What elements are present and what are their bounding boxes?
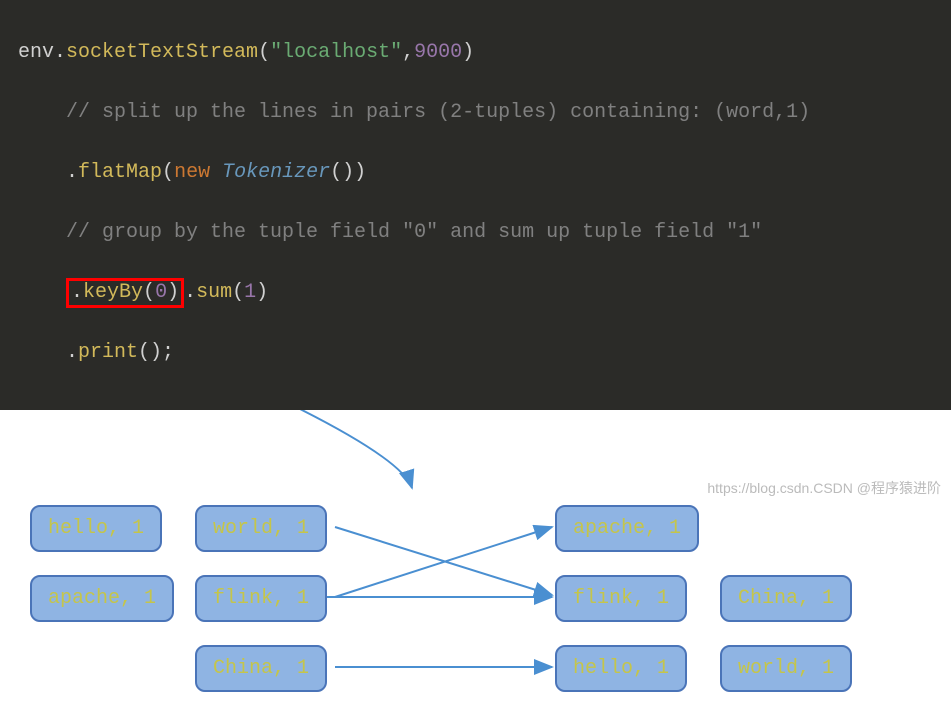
code-line-6: .print(); <box>18 338 933 368</box>
diagram-area: hello, 1 world, 1 apache, 1 flink, 1 China, … <box>0 410 951 710</box>
tuple-box-left-l-hello: hello, 1 <box>30 505 162 552</box>
tuple-box-left-l-apache: apache, 1 <box>30 575 174 622</box>
watermark: https://blog.csdn.CSDN @程序猿进阶 <box>707 478 941 498</box>
tuple-box-left-l-flink: flink, 1 <box>195 575 327 622</box>
code-line-3: .flatMap(new Tokenizer()) <box>18 158 933 188</box>
flow-arrow <box>335 527 552 595</box>
tuple-box-left-l-china: China, 1 <box>195 645 327 692</box>
flow-arrow <box>335 527 552 597</box>
keyby-highlight: .keyBy(0) <box>66 278 184 308</box>
code-line-5: .keyBy(0).sum(1) <box>18 278 933 308</box>
tuple-box-right-r-world: world, 1 <box>720 645 852 692</box>
code-line-1: env.socketTextStream("localhost",9000) <box>18 38 933 68</box>
code-env: env <box>18 41 54 64</box>
tuple-box-right-r-flink: flink, 1 <box>555 575 687 622</box>
tuple-box-right-r-hello: hello, 1 <box>555 645 687 692</box>
code-block: env.socketTextStream("localhost",9000) /… <box>0 0 951 410</box>
tuple-box-right-r-apache: apache, 1 <box>555 505 699 552</box>
tuple-box-right-r-china: China, 1 <box>720 575 852 622</box>
explain-arrow <box>195 410 412 488</box>
tuple-box-left-l-world: world, 1 <box>195 505 327 552</box>
code-line-4-comment: // group by the tuple field "0" and sum … <box>18 218 933 248</box>
code-line-2-comment: // split up the lines in pairs (2-tuples… <box>18 98 933 128</box>
